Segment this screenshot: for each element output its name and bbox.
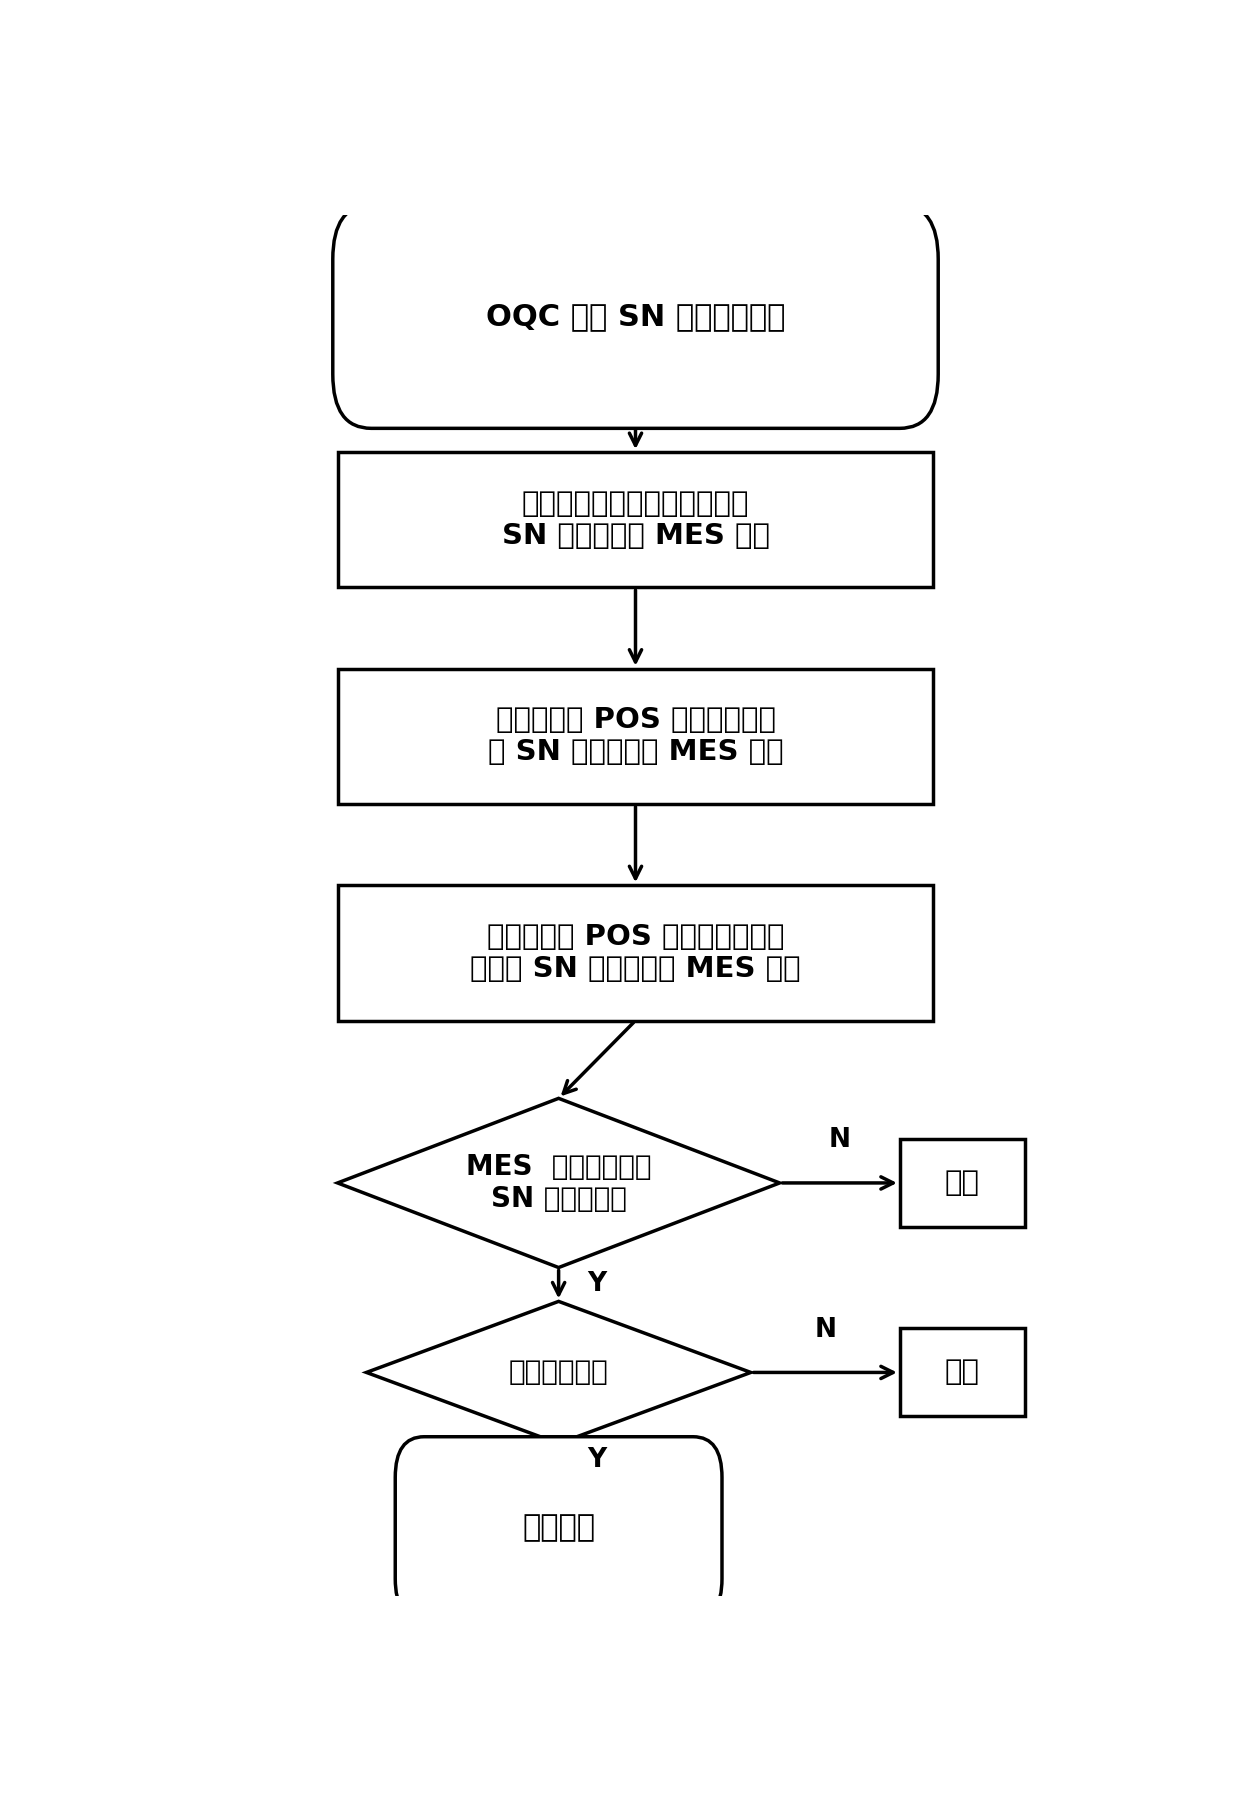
Text: 测试通过: 测试通过 bbox=[522, 1513, 595, 1542]
Polygon shape bbox=[367, 1302, 751, 1443]
Text: 用扫枪读取 POS 终端屏幕生成的
系列码 SN 条码并存入 MES 系统: 用扫枪读取 POS 终端屏幕生成的 系列码 SN 条码并存入 MES 系统 bbox=[470, 923, 801, 983]
Text: Y: Y bbox=[588, 1447, 606, 1474]
Text: OQC 检验 SN 对比测试开始: OQC 检验 SN 对比测试开始 bbox=[486, 303, 785, 332]
Bar bbox=[337, 452, 934, 588]
Text: 用扫枪读取包装盒产品系列码
SN 条码并存入 MES 系统: 用扫枪读取包装盒产品系列码 SN 条码并存入 MES 系统 bbox=[501, 489, 770, 550]
Bar bbox=[900, 1329, 1024, 1416]
FancyBboxPatch shape bbox=[396, 1436, 722, 1619]
Bar bbox=[337, 669, 934, 803]
Text: MES  系统对比三个
SN 是否一致？: MES 系统对比三个 SN 是否一致？ bbox=[466, 1153, 651, 1214]
Text: N: N bbox=[828, 1128, 851, 1153]
FancyBboxPatch shape bbox=[332, 204, 939, 429]
Text: 用扫枪读取 POS 终端外壳系列
码 SN 条码并存入 MES 系统: 用扫枪读取 POS 终端外壳系列 码 SN 条码并存入 MES 系统 bbox=[487, 706, 784, 766]
Text: 唯一性对比？: 唯一性对比？ bbox=[508, 1359, 609, 1386]
Text: N: N bbox=[815, 1316, 836, 1343]
Bar bbox=[900, 1139, 1024, 1226]
Bar bbox=[337, 886, 934, 1020]
Polygon shape bbox=[337, 1099, 780, 1268]
Text: 返工: 返工 bbox=[945, 1359, 980, 1386]
Text: 返工: 返工 bbox=[945, 1169, 980, 1198]
Text: Y: Y bbox=[588, 1271, 606, 1298]
